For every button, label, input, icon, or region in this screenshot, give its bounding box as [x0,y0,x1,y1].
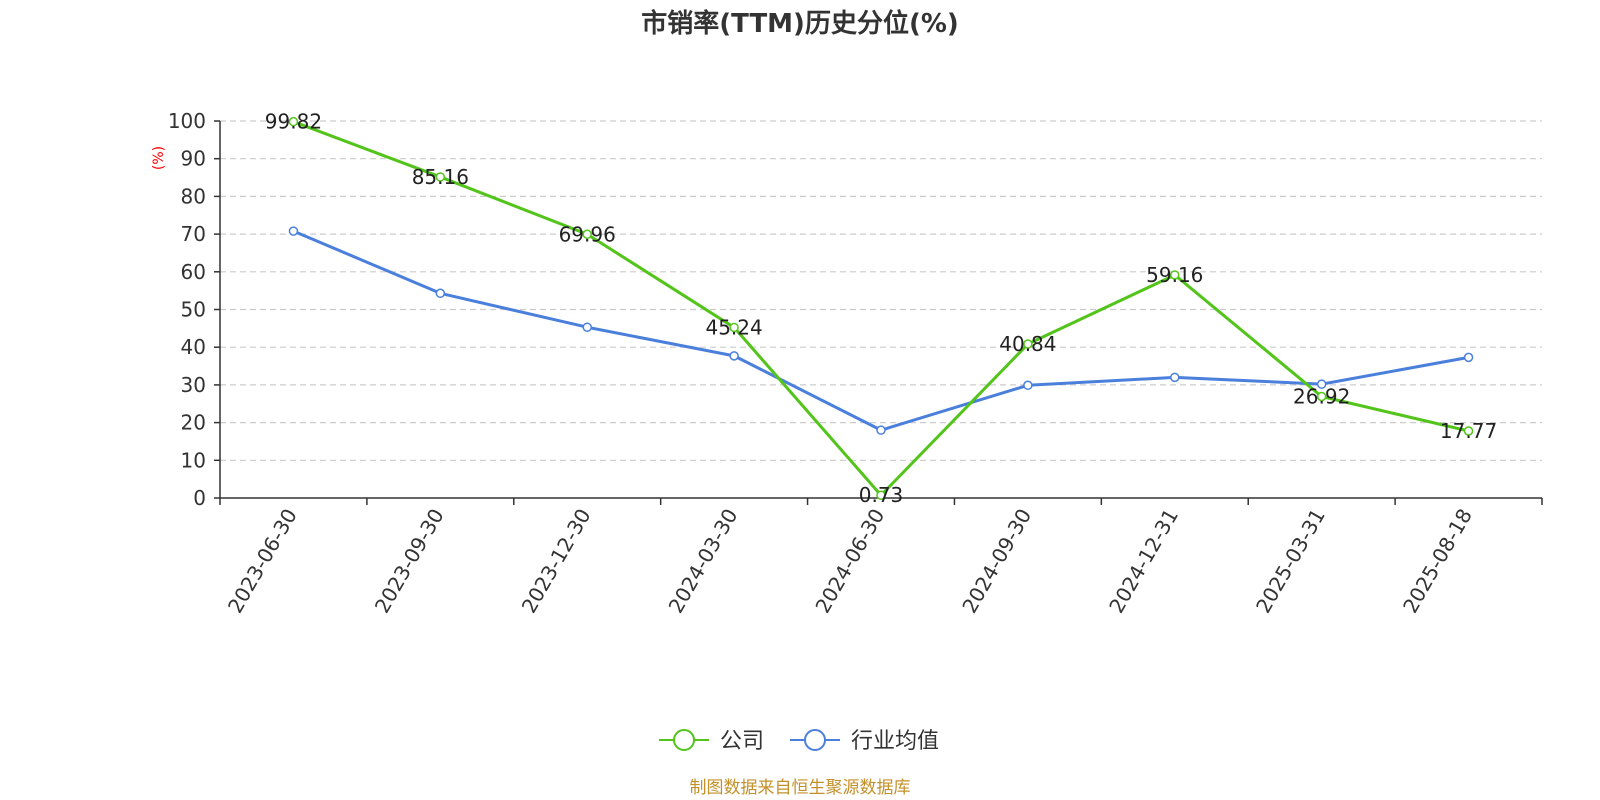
x-tick-label: 2023-12-30 [517,505,596,618]
y-tick-label: 40 [181,335,206,359]
grid-lines [220,120,1542,461]
y-tick-label: 60 [181,260,206,284]
y-tick-label: 70 [181,222,206,246]
x-tick-labels: 2023-06-30 2023-09-30 2023-12-30 2024-03-30… [223,505,1477,618]
x-tick-label: 2024-03-30 [664,505,743,618]
series-line-company [292,120,1469,497]
data-point-company [582,229,592,240]
data-label-company: 99.82 [265,110,322,134]
legend-industry-marker-icon [804,729,826,751]
data-point-company [288,116,299,127]
y-tick-label: 100 [168,109,206,133]
data-point-company [435,172,446,182]
y-tick-labels: 0 10 20 30 40 50 60 70 80 90 100 [168,109,206,510]
data-point-industry-average [1170,372,1180,383]
data-source-note: 制图数据来自恒生聚源数据库 [690,778,911,798]
series-lines [288,116,1474,500]
data-label-company: 26.92 [1293,385,1350,409]
x-tick-label: 2025-03-31 [1251,505,1330,618]
y-tick-label: 10 [181,448,206,472]
legend-item-company[interactable]: 公司 [659,729,764,754]
y-tick-label: 0 [193,486,206,510]
legend[interactable]: 公司 行业均值 [659,729,939,754]
data-point-industry-average [288,226,299,236]
x-tick-label: 2025-08-18 [1398,505,1477,618]
y-axis-label: (%) [151,146,167,170]
y-tick-label: 30 [181,373,206,397]
data-label-company: 40.84 [999,332,1056,356]
data-point-company [1023,339,1033,349]
data-point-industry-average [582,322,592,332]
data-point-company [1463,426,1474,436]
data-point-industry-average [1316,379,1327,389]
legend-company-marker-icon [673,729,695,751]
chart-title: 市销率(TTM)历史分位(%) [641,8,959,39]
legend-item-industry-average[interactable]: 行业均值 [790,729,939,754]
y-tick-label: 80 [181,184,206,208]
x-tick-label: 2024-12-31 [1104,505,1183,618]
data-label-company: 85.16 [412,165,469,189]
data-point-company [876,490,886,500]
legend-company-label: 公司 [720,729,764,754]
data-point-company [1170,270,1180,280]
y-tick-label: 90 [181,147,206,171]
data-point-industry-average [1023,380,1033,391]
data-label-company: 17.77 [1440,419,1497,443]
legend-industry-label: 行业均值 [851,729,939,754]
x-tick-label: 2023-09-30 [370,505,449,618]
data-point-industry-average [435,288,446,299]
data-point-industry-average [729,351,739,361]
y-tick-label: 20 [181,411,206,435]
y-tick-label: 50 [181,298,206,322]
x-tick-label: 2024-09-30 [957,505,1036,618]
data-label-company: 0.73 [859,483,904,507]
x-tick-label: 2023-06-30 [223,505,302,618]
data-labels: 99.82 85.16 69.96 45.24 0.73 40.84 59.16 26.92 1… [265,110,1497,508]
x-tick-label: 2024-06-30 [810,505,889,618]
data-point-industry-average [1463,352,1474,363]
data-label-company: 45.24 [705,315,762,339]
data-point-industry-average [876,425,886,435]
data-point-company [1316,391,1327,402]
data-label-company: 59.16 [1146,263,1203,287]
data-point-company [729,322,739,333]
data-label-company: 69.96 [559,222,616,246]
